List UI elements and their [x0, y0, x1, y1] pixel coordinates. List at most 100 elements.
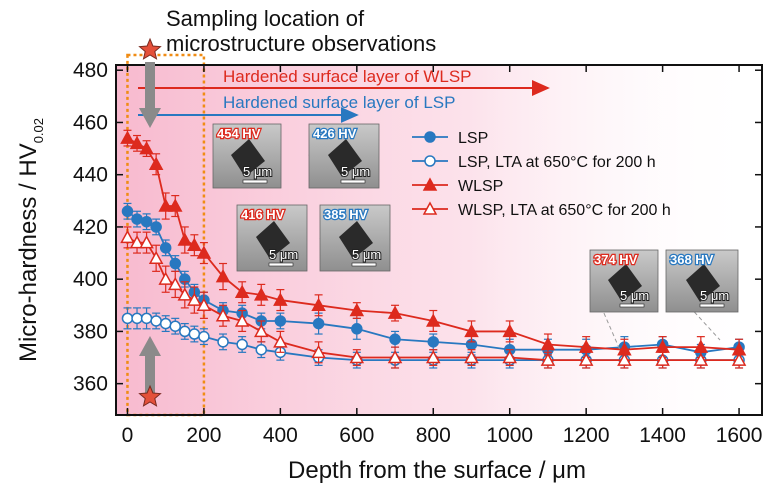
data-point: [502, 323, 517, 338]
data-point: [139, 141, 154, 155]
data-point: [311, 297, 326, 312]
data-point: [253, 287, 269, 301]
micrograph-scale-bar: [268, 262, 294, 267]
micrograph-scale-label: 5 μm: [269, 247, 298, 262]
data-point: [150, 315, 162, 327]
series-wlsp: [120, 129, 747, 361]
micrograph-leader: [665, 280, 721, 341]
data-point: [427, 336, 440, 348]
data-point: [120, 229, 135, 244]
legend-label: WLSP: [458, 178, 503, 195]
micrograph-scale-bar: [351, 262, 377, 267]
data-point: [177, 232, 193, 246]
micrograph-image: [212, 123, 282, 189]
data-point: [198, 330, 210, 343]
data-point: [169, 257, 181, 270]
data-point: [540, 336, 556, 351]
sampling-title-line1: Sampling location of: [166, 6, 365, 31]
data-point: [311, 344, 326, 359]
data-point: [196, 245, 212, 259]
micrograph-hv-label: 416 HV: [241, 207, 285, 222]
data-point: [217, 336, 229, 348]
micrograph-hv-label: 374 HV: [594, 252, 638, 267]
data-point: [215, 308, 231, 322]
data-point: [693, 352, 709, 366]
series-wlsp-lta-at-650-c-for-200-h: [120, 226, 747, 369]
data-point: [464, 323, 479, 338]
data-point: [179, 325, 191, 338]
y-tick-label: 400: [73, 268, 108, 291]
data-point: [188, 328, 201, 340]
micrograph-hv-label: 426 HV: [313, 126, 357, 141]
y-tick-label: 440: [73, 164, 108, 187]
wlsp-layer-label: Hardened surface layer of WLSP: [223, 67, 472, 86]
micrograph: 385 HV 5 μm: [319, 204, 391, 272]
data-point: [234, 284, 250, 298]
legend: LSP LSP, LTA at 650°C for 200 h WLSP WLSP, …: [412, 130, 671, 219]
data-point: [148, 156, 164, 171]
data-point: [351, 323, 363, 335]
data-point: [273, 334, 288, 348]
legend-label: WLSP, LTA at 650°C for 200 h: [458, 202, 671, 219]
data-point: [187, 292, 202, 306]
indentation-mark: [328, 139, 362, 177]
data-point: [387, 305, 403, 319]
data-point: [159, 317, 172, 330]
data-point: [131, 213, 143, 225]
data-point: [731, 352, 747, 366]
data-point: [236, 338, 248, 351]
x-tick-label: 600: [339, 424, 374, 447]
data-point: [349, 349, 365, 364]
y-axis-title-subscript: 0.02: [31, 118, 46, 143]
data-point: [349, 302, 365, 317]
data-point: [578, 352, 594, 366]
micrograph: 426 HV 5 μm: [308, 123, 380, 189]
indentation-mark: [608, 264, 642, 302]
micrograph-leader: [589, 280, 621, 351]
indentation-mark: [256, 221, 290, 259]
legend-marker: [422, 177, 438, 191]
indentation-mark: [231, 139, 265, 177]
sampling-arrow-bottom: [139, 336, 161, 394]
star-icon: [138, 384, 162, 407]
x-tick-label: 1600: [716, 424, 763, 447]
data-point: [129, 235, 145, 249]
x-tick-label: 200: [186, 424, 221, 447]
y-tick-label: 480: [73, 59, 108, 82]
x-tick-label: 1200: [563, 424, 610, 447]
data-point: [131, 312, 143, 325]
micrograph-hv-label: 368 HV: [670, 252, 714, 267]
data-point: [215, 269, 231, 283]
data-point: [502, 349, 517, 364]
y-tick-label: 380: [73, 320, 108, 343]
data-point: [140, 215, 153, 228]
sampling-title-line2: microstructure observations: [166, 31, 436, 56]
data-point: [389, 333, 401, 346]
micrograph: 368 HV 5 μm: [665, 249, 739, 341]
micrograph: 416 HV 5 μm: [236, 204, 308, 272]
star-icon: [138, 37, 162, 60]
data-point: [167, 198, 183, 212]
data-point: [150, 221, 162, 233]
micrograph-layer: 454 HV 5 μm 426 HV 5 μm 416 HV 5 μm 385 HV 5 μm…: [212, 123, 739, 351]
data-point: [158, 271, 173, 285]
lsp-layer-label: Hardened surface layer of LSP: [223, 93, 455, 112]
x-tick-label: 1000: [486, 424, 533, 447]
data-point: [187, 237, 202, 251]
svg-text:Micro-hardness / HV0.02: Micro-hardness / HV0.02: [15, 118, 46, 362]
data-point: [121, 312, 134, 325]
micrograph-scale-bar: [340, 179, 366, 184]
legend-marker: [424, 155, 436, 167]
micrograph-scale-bar: [619, 303, 645, 308]
data-point: [253, 323, 269, 338]
data-point: [464, 349, 479, 364]
y-tick-label: 360: [73, 373, 108, 396]
indentation-mark: [339, 221, 373, 259]
x-axis-title: Depth from the surface / μm: [288, 457, 586, 484]
micrograph: 374 HV 5 μm: [589, 249, 659, 351]
x-tick-label: 800: [416, 424, 451, 447]
legend-marker: [422, 201, 438, 215]
data-point: [120, 130, 135, 144]
data-point: [129, 135, 145, 150]
micrograph-scale-bar: [242, 179, 268, 184]
